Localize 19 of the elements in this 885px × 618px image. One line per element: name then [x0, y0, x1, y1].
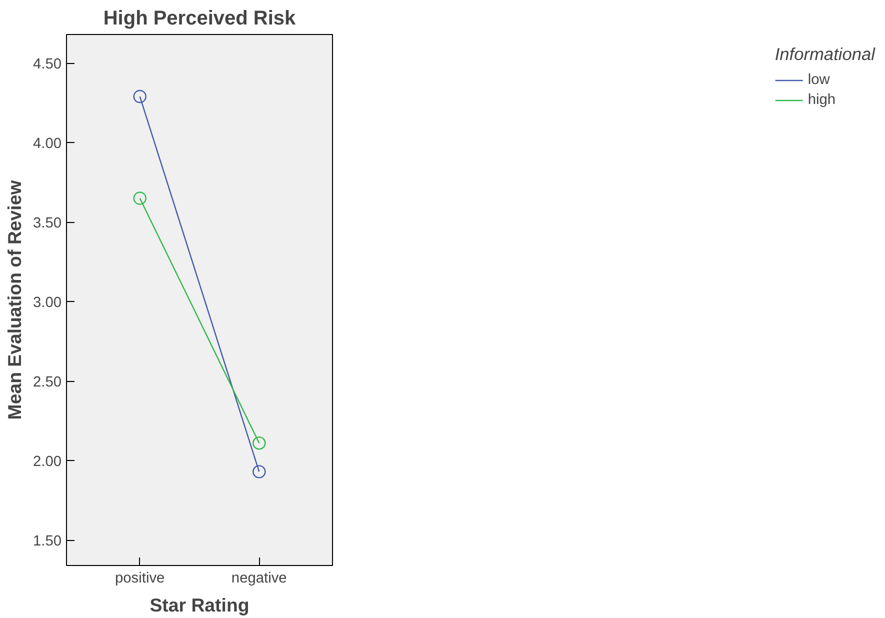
y-tick-label: 2.50 [32, 374, 62, 391]
point [252, 465, 266, 478]
legend-label: low [808, 72, 830, 88]
y-axis-title: Mean Evaluation of Review [4, 180, 25, 420]
point [133, 192, 146, 205]
x-tick-label: positive [115, 570, 165, 586]
y-tick-label: 3.50 [32, 216, 62, 232]
x-axis-title: Star Rating [150, 594, 250, 616]
legend-title: Informational [774, 44, 875, 65]
chart-title: High Perceived Risk [103, 8, 297, 30]
x-tick-label: negative [231, 570, 287, 586]
y-tick-label: 2.00 [32, 454, 62, 470]
y-tick-label: 4.50 [32, 56, 62, 73]
y-tick-label: 3.00 [32, 295, 62, 312]
point [252, 436, 266, 450]
point [133, 90, 146, 104]
y-tick-label: 4.00 [32, 136, 62, 152]
y-tick-label: 1.50 [32, 534, 62, 550]
legend-label: high [808, 92, 836, 108]
